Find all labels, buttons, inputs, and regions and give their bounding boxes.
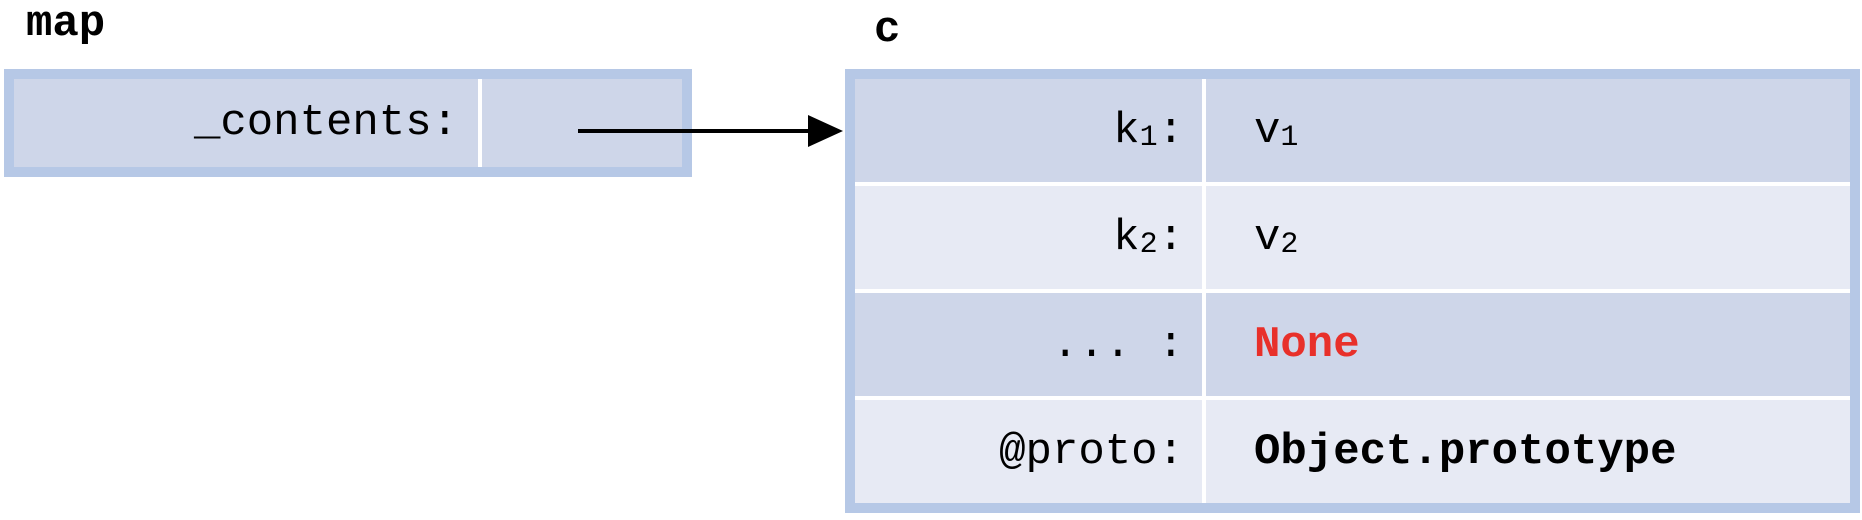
row-key-ellipsis: ... : [855, 293, 1202, 396]
key-k1-subscript: 1 [1139, 120, 1158, 155]
key-k1-name: k [1113, 105, 1140, 156]
value-v1-name: v [1254, 105, 1281, 156]
key-k2-colon: : [1157, 212, 1184, 263]
value-v1-subscript: 1 [1280, 120, 1299, 155]
key-k2-name: k [1113, 212, 1140, 263]
key-k2-subscript: 2 [1139, 227, 1158, 262]
c-object-title: c [874, 5, 901, 55]
map-object-title: map [26, 0, 106, 49]
arrow-head [808, 115, 843, 147]
row-value-none: None [1206, 293, 1850, 396]
contents-field-label: _contents: [14, 79, 478, 167]
map-object-box: _contents: [4, 69, 692, 177]
key-k1-colon: : [1157, 105, 1184, 156]
row-key-proto: @proto: [855, 400, 1202, 503]
value-v2-name: v [1254, 212, 1281, 263]
contents-pointer-cell [482, 79, 682, 167]
row-value-object-prototype: Object.prototype [1206, 400, 1850, 503]
value-v2-subscript: 2 [1280, 227, 1299, 262]
